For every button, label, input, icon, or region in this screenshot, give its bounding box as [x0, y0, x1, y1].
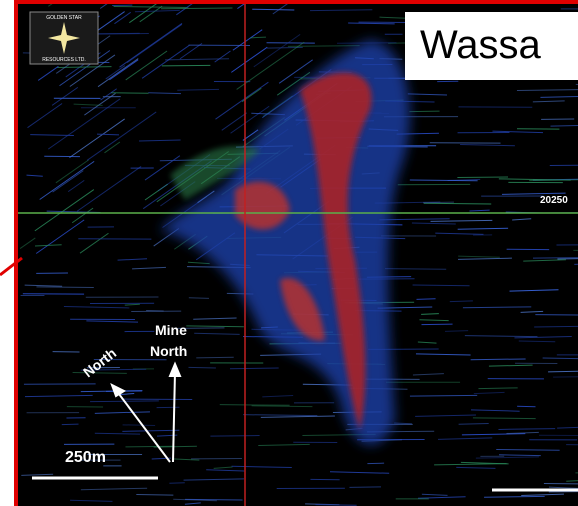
drillhole-trace [188, 367, 215, 368]
grid-label: 20250 [540, 195, 568, 206]
drillhole-trace [125, 446, 174, 447]
drillhole-trace [189, 298, 209, 299]
drillhole-trace [533, 258, 578, 259]
drillhole-trace [550, 125, 578, 126]
drillhole-trace [196, 357, 233, 358]
drillhole-trace [410, 395, 477, 396]
drillhole-trace [315, 505, 356, 506]
drillhole-trace [185, 499, 242, 500]
drillhole-trace [220, 405, 290, 406]
drillhole-trace [416, 299, 435, 300]
drillhole-trace [423, 202, 454, 203]
logo-text: RESOURCES LTD. [42, 57, 86, 63]
drillhole-trace [424, 203, 491, 204]
scale-label: 250m [65, 449, 106, 466]
drillhole-trace [535, 315, 578, 316]
drillhole-trace [123, 425, 156, 426]
mine-north-label: North [150, 343, 187, 359]
drillhole-trace [136, 494, 173, 495]
logo-text: GOLDEN STAR [46, 15, 82, 21]
drillhole-trace [97, 134, 119, 135]
page: 20250 GOLDEN STAR RESOURCES LTD. Wassa M… [0, 0, 578, 506]
drillhole-trace [210, 436, 259, 437]
drillhole-trace [478, 388, 517, 389]
drillhole-trace [230, 368, 279, 369]
mine-north-label: Mine [155, 322, 187, 338]
title: Wassa [420, 23, 542, 67]
drillhole-trace [36, 287, 93, 288]
map-view: 20250 GOLDEN STAR RESOURCES LTD. Wassa M… [0, 0, 578, 506]
drillhole-trace [385, 269, 446, 270]
drillhole-trace [543, 358, 578, 359]
drillhole-trace [553, 377, 578, 378]
